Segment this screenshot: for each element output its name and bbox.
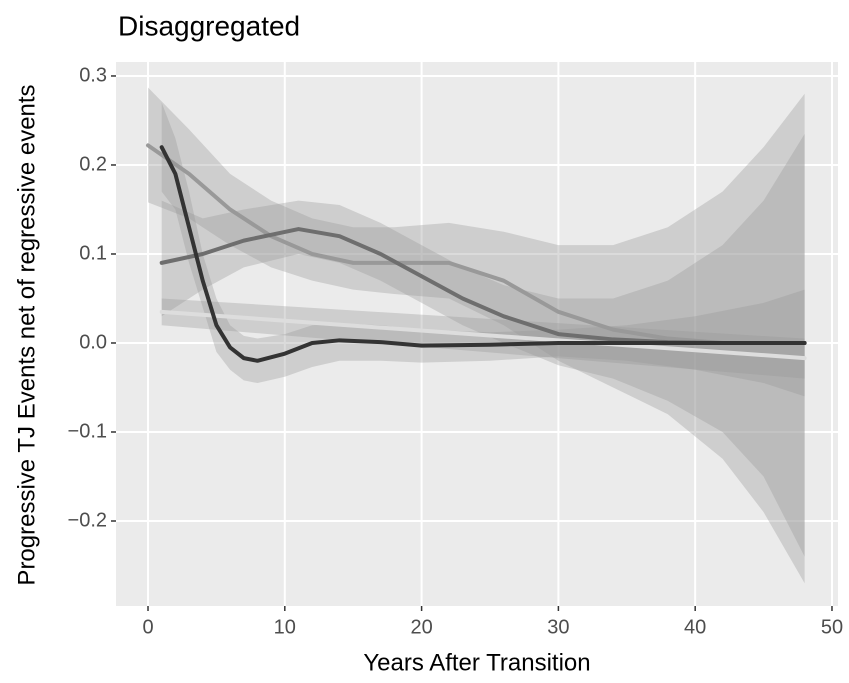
y-tick-label: 0.2 <box>79 153 107 175</box>
chart-title: Disaggregated <box>118 10 300 41</box>
confidence-ribbon <box>161 102 805 397</box>
x-tick-label: 10 <box>274 616 296 638</box>
x-axis-label: Years After Transition <box>363 649 590 676</box>
y-tick-label: −0.2 <box>68 509 107 531</box>
y-tick-label: 0.1 <box>79 242 107 264</box>
confidence-ribbon <box>161 133 805 557</box>
y-tick-label: 0.3 <box>79 64 107 86</box>
confidence-ribbon <box>161 298 805 379</box>
x-tick-label: 40 <box>684 616 706 638</box>
x-tick-label: 0 <box>142 616 153 638</box>
smooth-line <box>159 145 807 363</box>
x-tick-label: 50 <box>821 616 843 638</box>
y-axis-label: Progressive TJ Events net of regressive … <box>13 84 40 585</box>
y-tick-label: 0.0 <box>79 331 107 353</box>
x-tick-label: 20 <box>410 616 432 638</box>
y-tick-label: −0.1 <box>68 420 107 442</box>
x-tick-label: 30 <box>547 616 569 638</box>
smooth-line <box>159 309 807 361</box>
confidence-ribbon <box>148 87 805 584</box>
